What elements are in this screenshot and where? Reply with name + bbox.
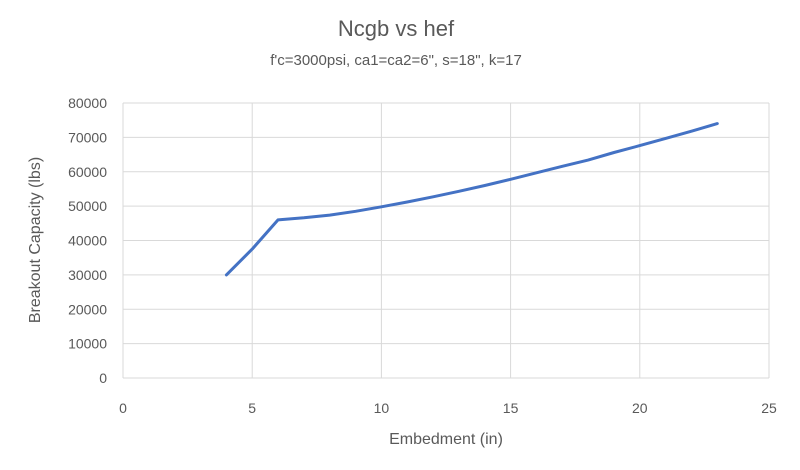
x-axis-label: Embedment (in)	[389, 431, 503, 448]
y-tick-label: 40000	[68, 233, 107, 249]
x-tick-label: 0	[119, 400, 127, 416]
y-axis-label: Breakout Capacity (lbs)	[27, 157, 44, 323]
chart-subtitle: f'c=3000psi, ca1=ca2=6", s=18", k=17	[270, 52, 522, 69]
y-tick-label: 80000	[68, 95, 107, 111]
gridlines	[122, 102, 770, 379]
y-tick-label: 0	[99, 370, 107, 386]
y-tick-label: 60000	[68, 164, 107, 180]
x-tick-label: 25	[761, 400, 777, 416]
x-tick-label: 10	[374, 400, 390, 416]
x-tick-label: 20	[632, 400, 648, 416]
series-line	[224, 122, 719, 277]
x-tick-labels: 0 5 10 15 20 25	[119, 400, 777, 416]
y-tick-label: 50000	[68, 198, 107, 214]
y-tick-labels: 0 10000 20000 30000 40000 50000 60000 70000 8000…	[68, 95, 107, 386]
y-tick-label: 70000	[68, 129, 107, 145]
y-tick-label: 10000	[68, 336, 107, 352]
chart-title: Ncgb vs hef	[338, 16, 455, 41]
y-tick-label: 30000	[68, 267, 107, 283]
x-tick-label: 5	[248, 400, 256, 416]
series-layer	[224, 122, 719, 277]
x-tick-label: 15	[503, 400, 519, 416]
y-tick-label: 20000	[68, 301, 107, 317]
